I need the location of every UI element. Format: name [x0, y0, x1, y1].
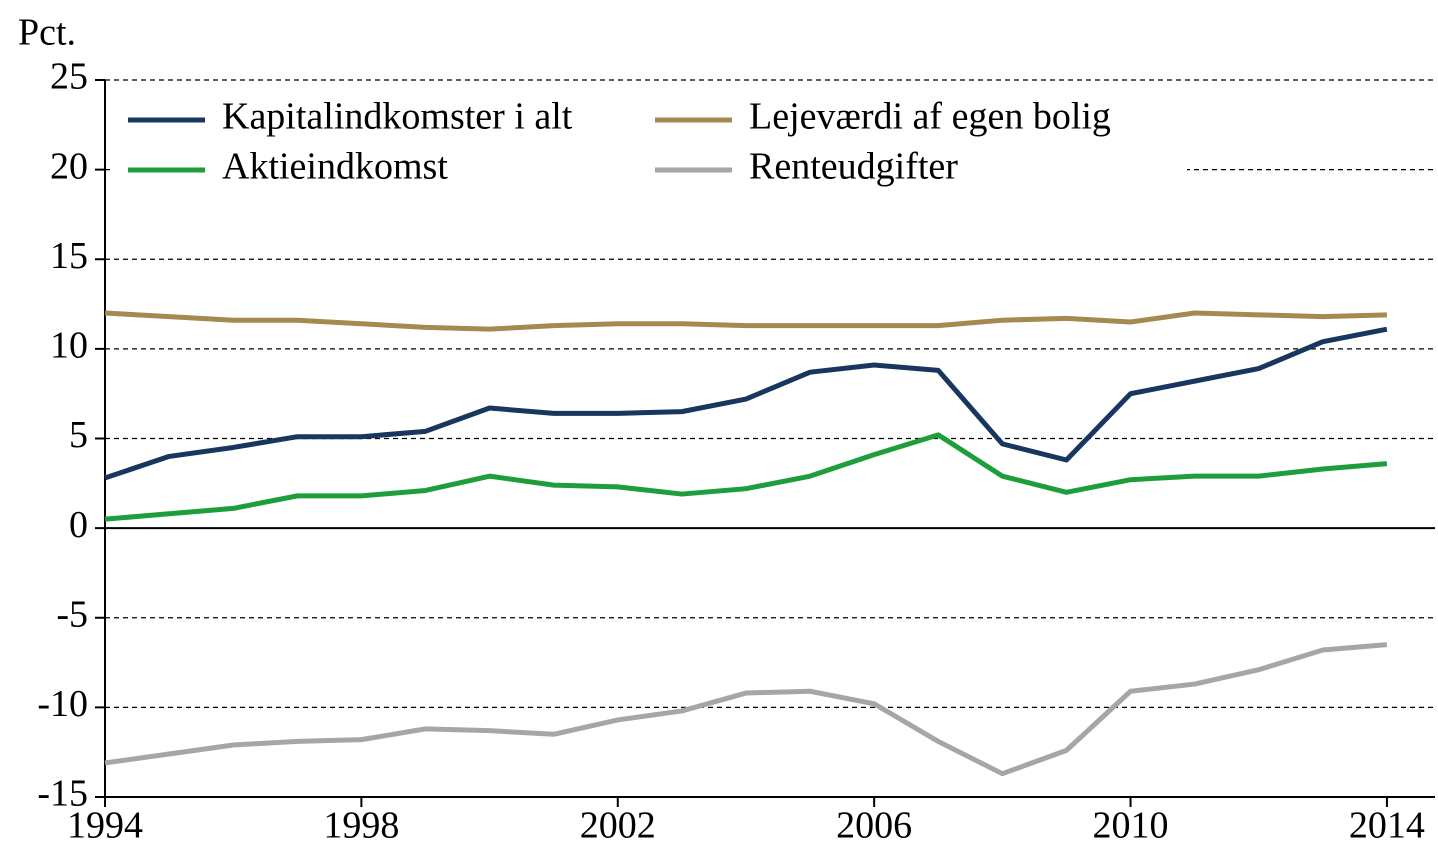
- series-line: [104, 310, 1387, 332]
- series-line: [104, 642, 1388, 777]
- y-tick-label: 5: [69, 414, 88, 456]
- y-tick-label: 10: [50, 325, 88, 367]
- y-tick-label: -10: [37, 683, 88, 725]
- y-tick-label: 15: [50, 235, 88, 277]
- legend-background: [112, 95, 1187, 197]
- x-tick-label: 2010: [1093, 805, 1169, 847]
- series-line: [104, 326, 1388, 481]
- y-tick-label: -5: [56, 593, 88, 635]
- series-line: [104, 432, 1388, 522]
- legend-label: Kapitalindkomster i alt: [222, 96, 573, 138]
- legend-label: Aktieindkomst: [222, 146, 448, 188]
- legend-label: Renteudgifter: [749, 146, 958, 188]
- y-tick-label: 25: [50, 56, 88, 98]
- y-axis-label: Pct.: [18, 12, 76, 54]
- x-tick-label: 1998: [323, 805, 399, 847]
- legend-label: Lejeværdi af egen bolig: [749, 96, 1111, 138]
- y-tick-label: 0: [69, 504, 88, 546]
- y-tick-label: -15: [37, 773, 88, 815]
- x-tick-label: 1994: [67, 805, 143, 847]
- x-tick-label: 2002: [580, 805, 656, 847]
- x-tick-label: 2014: [1349, 805, 1425, 847]
- x-tick-label: 2006: [836, 805, 912, 847]
- y-tick-label: 20: [50, 145, 88, 187]
